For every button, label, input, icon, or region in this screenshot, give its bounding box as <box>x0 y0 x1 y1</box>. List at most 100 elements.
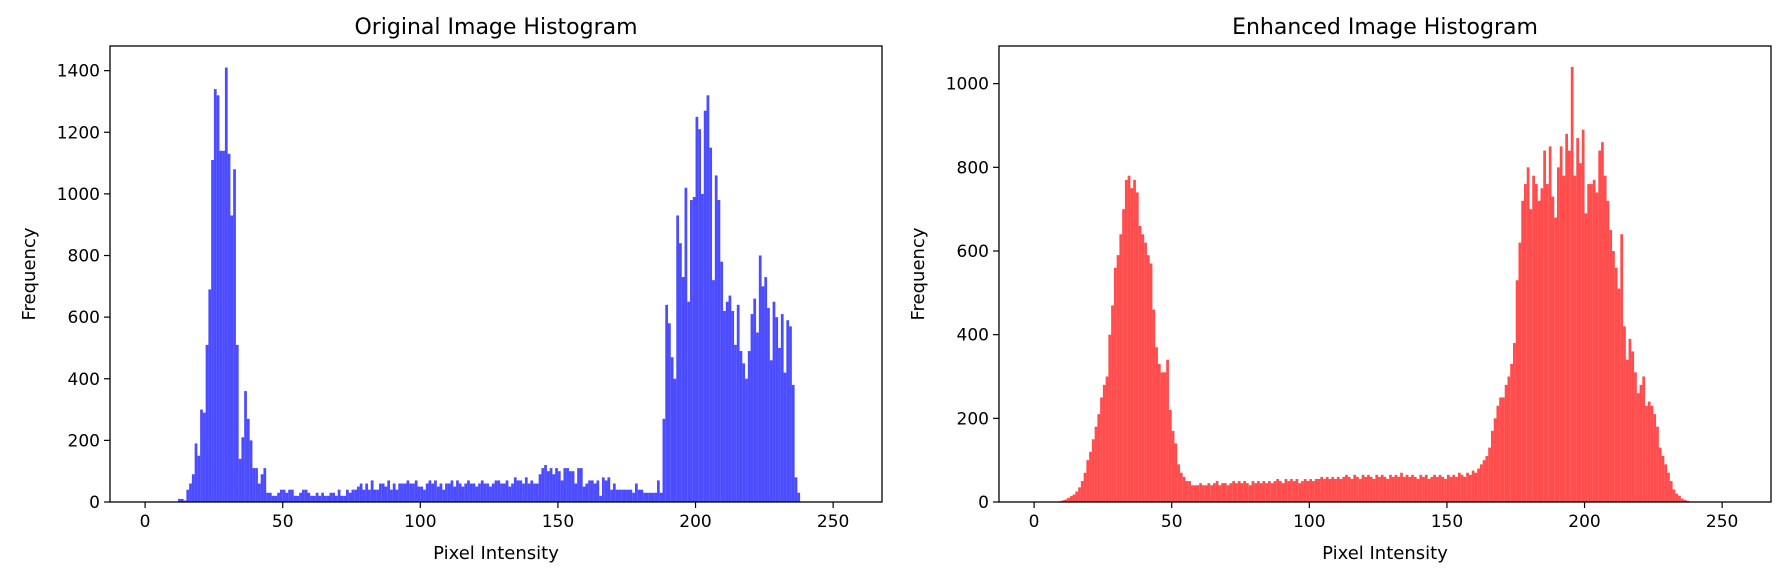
histogram-bar <box>1488 447 1491 502</box>
histogram-bar <box>1664 464 1668 502</box>
histogram-bar <box>1235 483 1238 502</box>
histogram-bar <box>1424 474 1428 502</box>
histogram-bar <box>1639 384 1643 502</box>
histogram-bar <box>577 468 580 502</box>
histogram-bar <box>357 486 360 502</box>
histogram-bar <box>409 483 413 502</box>
y-tick-label: 200 <box>957 409 989 429</box>
histogram-bar <box>1086 460 1090 502</box>
histogram-bar <box>500 483 503 502</box>
histogram-bar <box>1576 138 1580 503</box>
histogram-bar <box>1207 483 1211 502</box>
histogram-bar <box>1386 478 1390 502</box>
histogram-bar <box>1672 489 1676 502</box>
histogram-bar <box>271 495 275 502</box>
histogram-bar <box>180 498 184 502</box>
histogram-bar <box>1650 405 1654 502</box>
histogram-bar <box>406 480 410 502</box>
x-axis-ticks: 0 50 100 150 200 250 <box>140 502 849 532</box>
histogram-bar <box>1240 483 1244 502</box>
histogram-bar <box>709 147 713 502</box>
histogram-bar <box>1089 451 1092 502</box>
histogram-bar <box>307 492 311 502</box>
histogram-bars <box>1058 66 1690 503</box>
histogram-bar <box>1163 372 1167 502</box>
y-axis-ticks: 0 200 400 600 800 1000 <box>946 75 999 513</box>
histogram-bar <box>213 89 217 502</box>
histogram-bar <box>684 187 688 503</box>
histogram-bar <box>1532 175 1535 502</box>
x-tick-label: 100 <box>1293 512 1325 532</box>
histogram-bar <box>439 483 443 502</box>
histogram-bar <box>618 489 622 502</box>
histogram-bar <box>1290 478 1293 502</box>
histogram-bar <box>734 344 737 502</box>
histogram-bar <box>332 492 335 502</box>
histogram-bar <box>1617 288 1621 502</box>
histogram-bar <box>249 440 253 502</box>
histogram-bar <box>571 471 575 502</box>
y-tick-label: 1000 <box>946 75 989 95</box>
histogram-bar <box>1152 309 1156 502</box>
histogram-bar <box>1185 481 1189 502</box>
histogram-bar <box>511 483 514 502</box>
histogram-bar <box>1314 478 1318 502</box>
histogram-bar <box>1372 478 1376 502</box>
histogram-bar <box>478 483 481 502</box>
histogram-bar <box>301 489 305 502</box>
histogram-bar <box>1389 474 1392 502</box>
x-tick-label: 200 <box>679 512 711 532</box>
histogram-bar <box>1645 405 1648 502</box>
histogram-bar <box>1526 167 1530 502</box>
histogram-bar <box>621 489 624 502</box>
histogram-bar <box>1069 496 1073 502</box>
histogram-bar <box>1353 474 1357 502</box>
histogram-bar <box>1653 414 1657 502</box>
y-tick-label: 1400 <box>57 62 100 82</box>
y-axis-label: Frequency <box>908 227 929 320</box>
histogram-bar <box>1678 495 1681 502</box>
histogram-bar <box>337 489 341 502</box>
histogram-bar <box>1548 146 1552 502</box>
histogram-bar <box>681 277 685 502</box>
histogram-bar <box>780 314 784 502</box>
histogram-bar <box>1083 472 1087 502</box>
histogram-bar <box>1667 472 1670 502</box>
histogram-bar <box>701 193 704 502</box>
histogram-bar <box>1402 476 1406 502</box>
histogram-bar <box>778 347 781 502</box>
histogram-bar <box>1579 163 1582 502</box>
histogram-bar <box>1441 476 1445 502</box>
histogram-bar <box>202 412 206 502</box>
y-tick-label: 0 <box>978 493 989 513</box>
histogram-bar <box>1295 478 1299 502</box>
histogram-bar <box>1094 426 1098 502</box>
histogram-bar <box>1268 481 1271 502</box>
histogram-bar <box>607 477 611 502</box>
histogram-bar <box>1614 267 1618 502</box>
histogram-bar <box>1298 483 1302 502</box>
histogram-bar <box>354 489 358 502</box>
histogram-bar <box>692 196 696 502</box>
histogram-bar <box>750 314 754 502</box>
histogram-bar <box>1603 175 1607 502</box>
histogram-bar <box>648 492 652 502</box>
histogram-bar <box>1212 483 1216 502</box>
histogram-bar <box>1510 363 1513 502</box>
histogram-bar <box>1433 474 1436 502</box>
histogram-bar <box>277 492 280 502</box>
histogram-bar <box>541 468 545 502</box>
x-axis-ticks: 0 50 100 150 200 250 <box>1029 502 1738 532</box>
histogram-bar <box>1397 476 1401 502</box>
histogram-bar <box>516 480 520 502</box>
y-tick-label: 400 <box>957 326 989 346</box>
histogram-bar <box>1419 474 1423 502</box>
histogram-bar <box>615 489 619 502</box>
histogram-bar <box>579 468 583 502</box>
histogram-bar <box>1144 242 1147 502</box>
histogram-bar <box>1466 472 1469 502</box>
histogram-bar <box>326 495 330 502</box>
histogram-bar <box>513 477 517 502</box>
histogram-bar <box>183 500 187 502</box>
histogram-bar <box>1546 184 1549 502</box>
